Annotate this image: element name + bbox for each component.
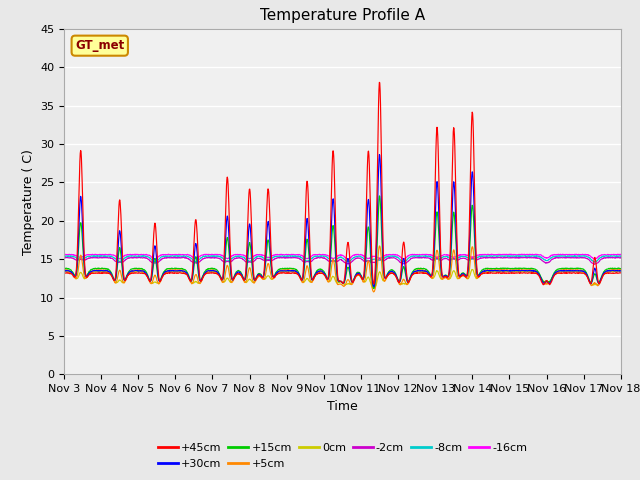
+45cm (429, 257, 437, 263)
0cm (170, 269, 178, 275)
Line: 0cm: 0cm (64, 269, 621, 288)
Line: -8cm: -8cm (64, 256, 621, 262)
0cm (184, 273, 191, 279)
-2cm (617, 255, 625, 261)
+30cm (617, 268, 625, 274)
+5cm (552, 270, 559, 276)
+5cm (184, 273, 191, 279)
-8cm (184, 254, 191, 260)
-8cm (551, 253, 559, 259)
-16cm (170, 252, 178, 258)
Legend: +45cm, +30cm, +15cm, +5cm, 0cm, -2cm, -8cm, -16cm: +45cm, +30cm, +15cm, +5cm, 0cm, -2cm, -8… (153, 439, 532, 473)
X-axis label: Time: Time (327, 400, 358, 413)
-16cm (429, 253, 437, 259)
+15cm (552, 268, 559, 274)
-8cm (246, 258, 254, 264)
Y-axis label: Temperature ( C): Temperature ( C) (22, 149, 35, 254)
+45cm (552, 272, 559, 277)
+45cm (540, 282, 547, 288)
+5cm (246, 265, 254, 271)
-8cm (617, 253, 625, 259)
+5cm (170, 267, 178, 273)
0cm (617, 268, 625, 274)
Text: GT_met: GT_met (75, 39, 124, 52)
+5cm (429, 272, 437, 277)
Line: -2cm: -2cm (64, 257, 621, 264)
+15cm (429, 263, 437, 269)
-16cm (246, 255, 254, 261)
Line: +45cm: +45cm (64, 83, 621, 285)
-8cm (502, 253, 509, 259)
+30cm (429, 258, 437, 264)
0cm (502, 269, 510, 275)
0cm (371, 285, 378, 291)
+30cm (552, 270, 559, 276)
0cm (246, 276, 254, 282)
-8cm (429, 255, 436, 261)
+45cm (184, 273, 191, 279)
-16cm (60, 252, 68, 257)
-16cm (502, 252, 509, 257)
Line: +5cm: +5cm (64, 246, 621, 292)
0cm (468, 266, 476, 272)
-2cm (551, 255, 559, 261)
-8cm (591, 259, 598, 265)
0cm (552, 271, 559, 277)
+15cm (60, 265, 68, 271)
+30cm (246, 223, 254, 228)
-16cm (518, 252, 525, 257)
+45cm (617, 270, 625, 276)
+5cm (502, 267, 510, 273)
+45cm (60, 270, 68, 276)
+15cm (184, 271, 191, 276)
+15cm (502, 265, 510, 271)
-2cm (60, 255, 68, 261)
+30cm (184, 272, 191, 278)
-2cm (171, 255, 179, 261)
0cm (60, 268, 68, 274)
-16cm (617, 252, 625, 257)
+45cm (376, 80, 383, 85)
+5cm (376, 243, 383, 249)
-2cm (502, 255, 509, 261)
Line: +30cm: +30cm (64, 155, 621, 287)
+5cm (617, 267, 625, 273)
+30cm (170, 268, 178, 274)
+15cm (246, 241, 254, 247)
Line: +15cm: +15cm (64, 196, 621, 288)
+45cm (170, 270, 178, 276)
+30cm (370, 284, 378, 289)
+45cm (246, 189, 254, 195)
-2cm (184, 256, 192, 262)
-16cm (184, 252, 191, 257)
+5cm (60, 267, 68, 273)
Title: Temperature Profile A: Temperature Profile A (260, 9, 425, 24)
0cm (429, 276, 437, 281)
+30cm (60, 268, 68, 274)
+30cm (502, 267, 510, 273)
-8cm (490, 253, 498, 259)
-2cm (92, 254, 100, 260)
Line: -16cm: -16cm (64, 254, 621, 259)
-2cm (429, 257, 437, 263)
-8cm (170, 253, 178, 259)
-8cm (60, 253, 68, 259)
-2cm (246, 259, 254, 265)
+15cm (376, 193, 383, 199)
+45cm (502, 270, 509, 276)
+15cm (170, 265, 178, 271)
-2cm (591, 262, 598, 267)
-16cm (552, 252, 559, 258)
-16cm (344, 256, 352, 262)
+15cm (370, 286, 378, 291)
+5cm (370, 289, 378, 295)
+15cm (617, 266, 625, 272)
+30cm (376, 152, 383, 157)
